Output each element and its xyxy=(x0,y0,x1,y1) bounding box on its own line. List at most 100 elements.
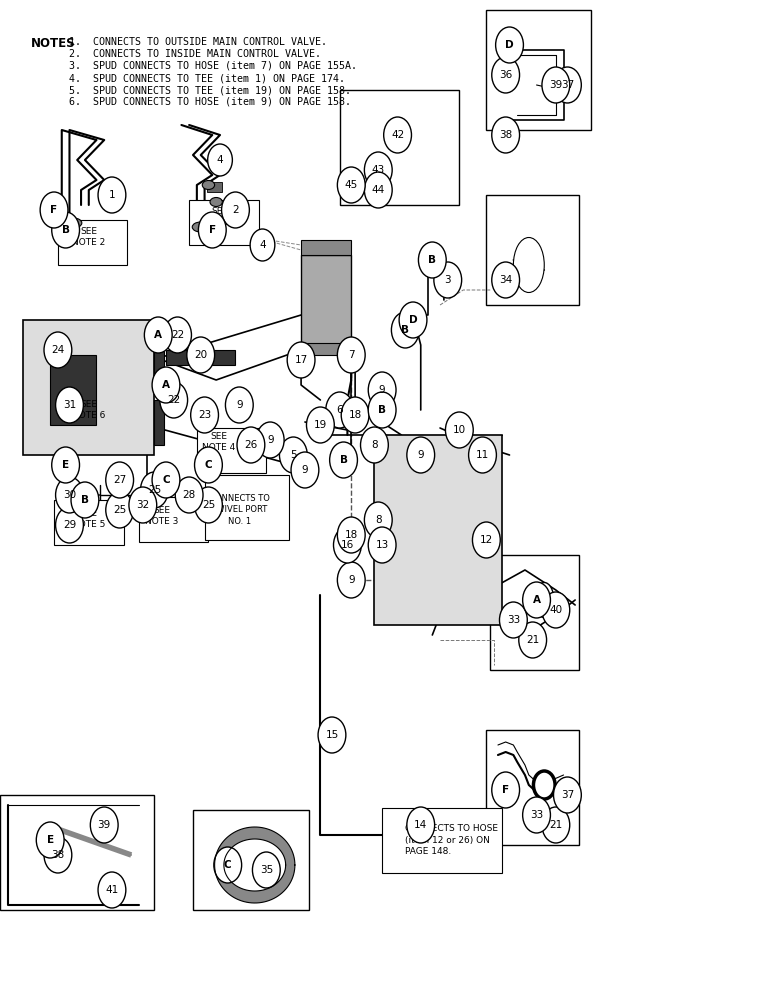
Text: 6.  SPUD CONNECTS TO HOSE (item 9) ON PAGE 158.: 6. SPUD CONNECTS TO HOSE (item 9) ON PAG… xyxy=(69,97,351,107)
Text: 8: 8 xyxy=(375,515,381,525)
Text: 39: 39 xyxy=(97,820,111,830)
Bar xyxy=(486,730,579,845)
Ellipse shape xyxy=(192,222,209,232)
Text: SEE
NOTE 6: SEE NOTE 6 xyxy=(72,400,106,420)
Ellipse shape xyxy=(337,539,350,551)
Circle shape xyxy=(225,387,253,423)
Bar xyxy=(264,439,276,447)
Text: SEE
NOTE 3: SEE NOTE 3 xyxy=(145,506,179,526)
Text: 11: 11 xyxy=(476,450,489,460)
Text: SEE
NOTE 5: SEE NOTE 5 xyxy=(72,509,106,529)
Text: NOTES: NOTES xyxy=(31,37,76,50)
Circle shape xyxy=(554,777,581,813)
Circle shape xyxy=(106,492,134,528)
Text: 9: 9 xyxy=(302,465,308,475)
Text: C: C xyxy=(162,475,170,485)
Text: 34: 34 xyxy=(499,275,513,285)
Text: 32: 32 xyxy=(136,500,150,510)
Ellipse shape xyxy=(197,409,212,421)
Circle shape xyxy=(256,422,284,458)
Circle shape xyxy=(407,807,435,843)
Text: B: B xyxy=(340,455,347,465)
Circle shape xyxy=(152,462,180,498)
Text: A: A xyxy=(533,595,540,605)
Circle shape xyxy=(98,177,126,213)
Circle shape xyxy=(337,167,365,203)
Text: 18: 18 xyxy=(344,530,358,540)
Circle shape xyxy=(364,152,392,188)
Text: 18: 18 xyxy=(348,410,362,420)
Circle shape xyxy=(469,437,496,473)
Text: 1.  CONNECTS TO OUTSIDE MAIN CONTROL VALVE.: 1. CONNECTS TO OUTSIDE MAIN CONTROL VALV… xyxy=(69,37,327,47)
Text: B: B xyxy=(378,405,386,415)
Text: A: A xyxy=(162,380,170,390)
Text: 7: 7 xyxy=(348,350,354,360)
Text: 22: 22 xyxy=(171,330,185,340)
Text: C: C xyxy=(224,860,232,870)
Text: 5.  SPUD CONNECTS TO TEE (item 19) ON PAGE 158.: 5. SPUD CONNECTS TO TEE (item 19) ON PAG… xyxy=(69,85,351,95)
Text: SEE
NOTE 4: SEE NOTE 4 xyxy=(201,432,235,452)
Circle shape xyxy=(407,437,435,473)
Bar xyxy=(382,808,502,873)
Circle shape xyxy=(160,382,188,418)
Circle shape xyxy=(214,847,242,883)
Circle shape xyxy=(418,242,446,278)
Text: 43: 43 xyxy=(371,165,385,175)
Circle shape xyxy=(341,397,369,433)
Text: 38: 38 xyxy=(499,130,513,140)
Circle shape xyxy=(175,477,203,513)
Circle shape xyxy=(52,212,80,248)
Text: 9: 9 xyxy=(236,400,242,410)
Text: 21: 21 xyxy=(526,635,540,645)
Text: 45: 45 xyxy=(344,180,358,190)
Circle shape xyxy=(399,302,427,338)
Text: 26: 26 xyxy=(244,440,258,450)
Bar xyxy=(197,428,266,473)
Circle shape xyxy=(279,437,307,473)
Text: 17: 17 xyxy=(294,355,308,365)
Circle shape xyxy=(164,317,191,353)
Bar xyxy=(486,195,579,305)
Circle shape xyxy=(237,427,265,463)
Text: CONNECTS TO
SWIVEL PORT
NO. 1: CONNECTS TO SWIVEL PORT NO. 1 xyxy=(209,494,269,526)
Bar xyxy=(154,400,164,445)
Bar xyxy=(54,392,124,437)
Text: 2: 2 xyxy=(232,205,239,215)
Ellipse shape xyxy=(345,410,357,420)
Circle shape xyxy=(368,372,396,408)
Text: 4.  SPUD CONNECTS TO TEE (item 1) ON PAGE 174.: 4. SPUD CONNECTS TO TEE (item 1) ON PAGE… xyxy=(69,73,346,83)
Circle shape xyxy=(364,502,392,538)
Bar xyxy=(166,350,235,365)
Circle shape xyxy=(195,487,222,523)
Text: 37: 37 xyxy=(560,80,574,90)
Circle shape xyxy=(326,392,354,428)
Text: 28: 28 xyxy=(182,490,196,500)
Bar xyxy=(229,406,242,414)
Text: 33: 33 xyxy=(506,615,520,625)
Circle shape xyxy=(106,462,134,498)
Text: 25: 25 xyxy=(147,485,161,495)
Circle shape xyxy=(144,317,172,353)
Text: 36: 36 xyxy=(499,70,513,80)
Circle shape xyxy=(330,442,357,478)
Circle shape xyxy=(391,312,419,348)
Circle shape xyxy=(523,582,550,618)
Circle shape xyxy=(492,772,520,808)
Circle shape xyxy=(496,27,523,63)
Text: 37: 37 xyxy=(560,790,574,800)
Ellipse shape xyxy=(202,180,215,190)
Text: 20: 20 xyxy=(194,350,208,360)
Text: 9: 9 xyxy=(379,385,385,395)
Text: 25: 25 xyxy=(201,500,215,510)
Text: 3.  SPUD CONNECTS TO HOSE (item 7) ON PAGE 155A.: 3. SPUD CONNECTS TO HOSE (item 7) ON PAG… xyxy=(69,61,357,71)
Polygon shape xyxy=(215,827,295,903)
Bar xyxy=(340,90,459,205)
Circle shape xyxy=(198,212,226,248)
Text: 25: 25 xyxy=(113,505,127,515)
Circle shape xyxy=(492,262,520,298)
Bar xyxy=(189,200,259,245)
Text: 13: 13 xyxy=(375,540,389,550)
Circle shape xyxy=(445,412,473,448)
Polygon shape xyxy=(224,839,286,891)
Bar xyxy=(295,468,307,476)
